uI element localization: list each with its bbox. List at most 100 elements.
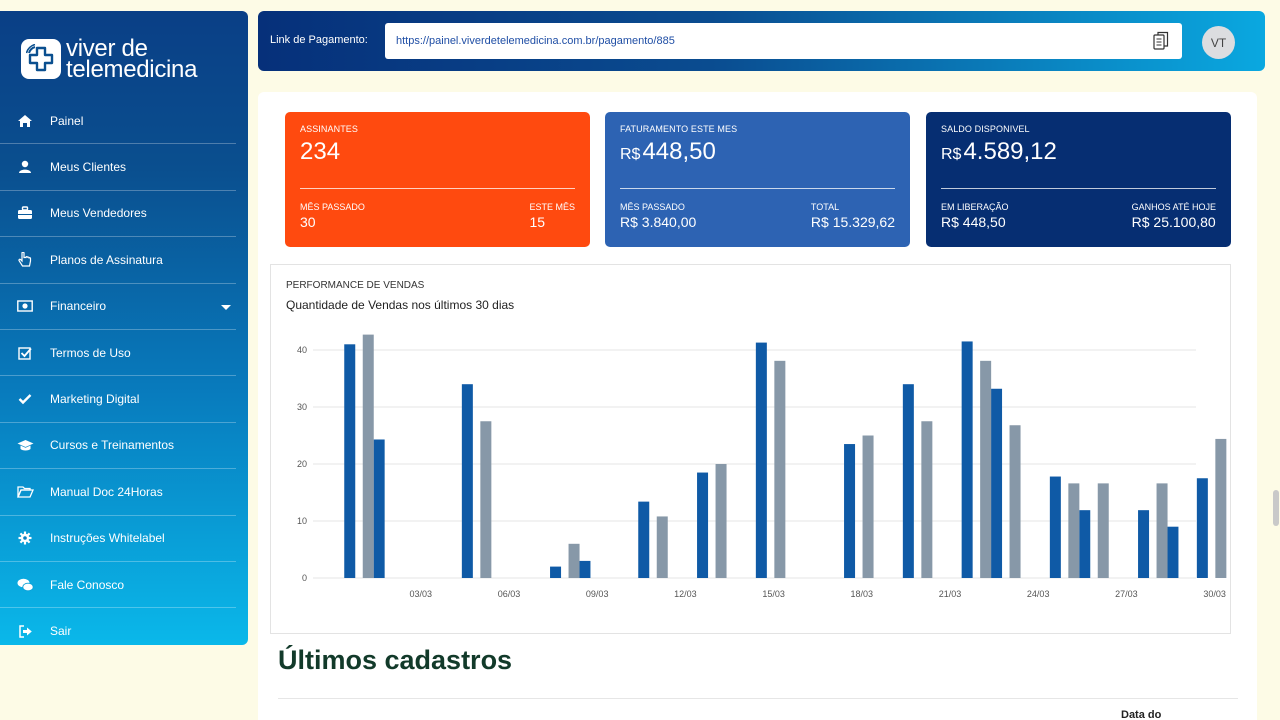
pointer-hand-icon <box>0 252 50 267</box>
chat-icon <box>0 578 50 592</box>
sidebar-nav: Painel Meus Clientes Meus Vendedores Pla… <box>0 98 236 655</box>
sidebar-item-meus-clientes[interactable]: Meus Clientes <box>0 144 236 191</box>
chart-bar <box>480 421 492 578</box>
chart-caption: PERFORMANCE DE VENDAS <box>286 280 425 291</box>
brand-logo[interactable]: viver de telemedicina <box>21 35 197 82</box>
currency-symbol: R$ <box>620 146 641 163</box>
chevron-down-icon[interactable] <box>221 304 231 310</box>
chart-bar <box>1156 483 1168 578</box>
card-title: FATURAMENTO ESTE MES <box>620 124 738 134</box>
brand-name: viver de telemedicina <box>66 35 197 82</box>
page-scrollbar[interactable] <box>1272 0 1280 720</box>
x-tick-label: 27/03 <box>1115 589 1138 599</box>
logout-icon <box>0 625 50 638</box>
sidebar-item-label: Marketing Digital <box>50 392 140 407</box>
sidebar-item-label: Sair <box>50 624 72 639</box>
chart-bar <box>755 342 767 578</box>
payment-link-field[interactable]: https://painel.viverdetelemedicina.com.b… <box>385 23 1182 59</box>
subscribers-card: ASSINANTES 234 MÊS PASSADO 30 ESTE MÊS 1… <box>285 112 590 247</box>
sidebar-item-fale-conosco[interactable]: Fale Conosco <box>0 562 236 609</box>
payment-link-url[interactable]: https://painel.viverdetelemedicina.com.b… <box>396 35 675 47</box>
sidebar-item-painel[interactable]: Painel <box>0 98 236 145</box>
card-divider <box>620 188 895 189</box>
balance-card: SALDO DISPONIVEL R$4.589,12 EM LIBERAÇÃO… <box>926 112 1231 247</box>
chart-bar <box>568 543 580 578</box>
avatar[interactable]: VT <box>1202 26 1235 59</box>
check-icon <box>0 393 50 405</box>
card-divider <box>300 188 575 189</box>
graduation-cap-icon <box>0 439 50 452</box>
y-tick-label: 30 <box>297 402 307 412</box>
sidebar-item-label: Painel <box>50 113 84 128</box>
sidebar-item-sair[interactable]: Sair <box>0 608 236 654</box>
sidebar-item-label: Termos de Uso <box>50 345 131 360</box>
scrollbar-thumb[interactable] <box>1273 490 1279 526</box>
copy-icon[interactable] <box>1153 31 1169 56</box>
sidebar-item-label: Financeiro <box>50 299 107 314</box>
y-tick-label: 10 <box>297 516 307 526</box>
sidebar-item-whitelabel[interactable]: Instruções Whitelabel <box>0 516 236 562</box>
chart-bar <box>1196 478 1208 578</box>
card-right-stat: TOTAL R$ 15.329,62 <box>811 202 895 230</box>
stat-caption: MÊS PASSADO <box>620 202 685 212</box>
chart-bar <box>774 360 786 578</box>
user-icon <box>0 160 50 174</box>
sidebar-item-label: Instruções Whitelabel <box>50 531 165 546</box>
sidebar-item-label: Planos de Assinatura <box>50 252 163 267</box>
chart-bar <box>638 501 650 578</box>
chart-bar <box>344 344 356 578</box>
sidebar-item-label: Meus Vendedores <box>50 206 147 221</box>
x-tick-label: 03/03 <box>410 589 433 599</box>
currency-symbol: R$ <box>941 146 962 163</box>
chart-bar <box>715 464 727 578</box>
chart-bar <box>461 384 473 578</box>
checkbox-icon <box>0 346 50 360</box>
chart-bar <box>961 341 973 578</box>
x-tick-label: 24/03 <box>1027 589 1050 599</box>
card-title: SALDO DISPONIVEL <box>941 124 1030 134</box>
card-value: 234 <box>300 138 341 165</box>
y-tick-label: 40 <box>297 345 307 355</box>
gear-icon <box>0 531 50 545</box>
chart-bar <box>1215 438 1227 578</box>
stat-caption: TOTAL <box>810 202 840 212</box>
sidebar-item-termos[interactable]: Termos de Uso <box>0 330 236 377</box>
chart-bar <box>862 435 874 578</box>
briefcase-icon <box>0 206 50 220</box>
chart-bar <box>1049 476 1061 578</box>
sidebar-item-meus-vendedores[interactable]: Meus Vendedores <box>0 191 236 238</box>
x-tick-label: 15/03 <box>762 589 785 599</box>
card-value-wrap: R$448,50 <box>620 138 716 166</box>
sidebar-item-planos[interactable]: Planos de Assinatura <box>0 237 236 284</box>
card-title: ASSINANTES <box>300 124 359 134</box>
stat-caption: GANHOS ATÉ HOJE <box>1131 202 1216 212</box>
sidebar-item-manual[interactable]: Manual Doc 24Horas <box>0 469 236 516</box>
card-left-stat: EM LIBERAÇÃO R$ 448,50 <box>941 202 1009 230</box>
x-tick-label: 09/03 <box>586 589 609 599</box>
money-icon <box>0 300 50 312</box>
folder-open-icon <box>0 485 50 498</box>
column-header-date[interactable]: Data do <box>1121 709 1162 720</box>
chart-bar <box>697 472 709 578</box>
sidebar-item-financeiro[interactable]: Financeiro <box>0 284 236 330</box>
sidebar-item-cursos[interactable]: Cursos e Treinamentos <box>0 423 236 470</box>
brand-line1: viver de <box>66 35 148 62</box>
chart-bar <box>1167 526 1179 578</box>
x-tick-label: 06/03 <box>498 589 521 599</box>
chart-bar <box>980 360 992 578</box>
chart-title: Quantidade de Vendas nos últimos 30 dias <box>286 298 515 312</box>
x-tick-label: 30/03 <box>1203 589 1226 599</box>
y-tick-label: 0 <box>302 573 307 583</box>
chart-bar <box>1009 425 1021 578</box>
chart-bar <box>1138 510 1150 578</box>
sidebar-item-marketing[interactable]: Marketing Digital <box>0 376 236 423</box>
stat-value: R$ 25.100,80 <box>1131 214 1216 230</box>
top-bar: Link de Pagamento: https://painel.viverd… <box>258 11 1265 71</box>
stat-caption: MÊS PASSADO <box>300 202 365 212</box>
card-divider <box>941 188 1216 189</box>
stat-value: R$ 448,50 <box>941 214 1006 230</box>
chart-bar <box>991 388 1003 578</box>
sidebar-item-label: Fale Conosco <box>50 577 125 592</box>
stat-caption: EM LIBERAÇÃO <box>941 202 1009 212</box>
sales-performance-panel: 0 10 20 30 40 03/03 06/03 09/03 12/03 15/03 18/03 2… <box>270 264 1231 634</box>
